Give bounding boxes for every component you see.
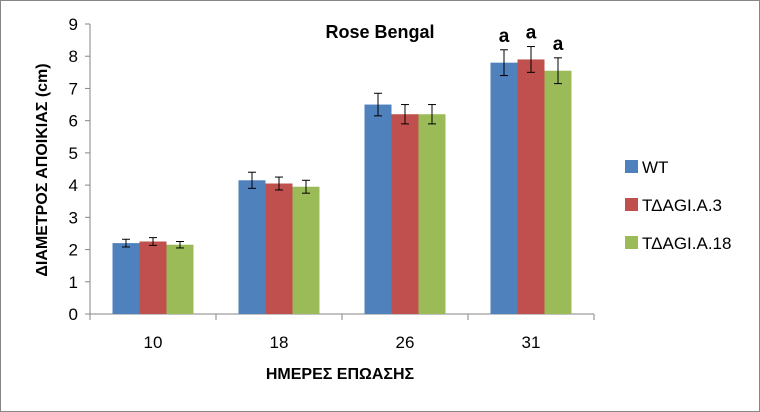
bar [166, 244, 194, 314]
bar [544, 70, 572, 314]
y-axis-ticks: 0 1 2 3 4 5 6 7 8 9 [69, 15, 90, 324]
bar-series [112, 59, 572, 314]
chart-legend: WT ΤΔAGI.A.3 ΤΔAGI.A.18 [625, 158, 731, 253]
bar [418, 114, 446, 314]
x-tick-label: 18 [270, 333, 289, 352]
y-tick-label: 1 [69, 273, 78, 292]
legend-swatch [625, 198, 638, 211]
legend-label: ΤΔAGI.A.3 [642, 196, 722, 215]
significance-annotations: a aa [499, 23, 564, 55]
annotation-label: a [499, 26, 510, 47]
bar [490, 62, 518, 314]
chart-title: Rose Bengal [325, 22, 434, 42]
y-tick-label: 0 [69, 305, 78, 324]
y-tick-label: 3 [69, 208, 78, 227]
error-bars [122, 46, 562, 249]
y-tick-label: 7 [69, 79, 78, 98]
legend-label: ΤΔAGI.A.18 [642, 234, 731, 253]
y-tick-label: 4 [69, 176, 78, 195]
y-tick-label: 6 [69, 112, 78, 131]
bar [265, 183, 293, 314]
bar [292, 186, 320, 314]
y-tick-label: 8 [69, 47, 78, 66]
bar [139, 241, 167, 314]
bar [364, 104, 392, 314]
bar [238, 180, 266, 314]
x-tick-label: 26 [396, 333, 415, 352]
y-tick-label: 2 [69, 241, 78, 260]
y-axis-title: ΔΙΑΜΕΤΡΟΣ ΑΠΟΙΚΙΑΣ (cm) [34, 63, 51, 276]
x-axis-ticks: 10 18 26 31 [89, 314, 595, 352]
legend-label: WT [642, 158, 668, 177]
x-tick-label: 10 [144, 333, 163, 352]
bar [112, 243, 140, 314]
legend-swatch [625, 160, 638, 173]
y-tick-label: 5 [69, 144, 78, 163]
x-tick-label: 31 [522, 333, 541, 352]
legend-swatch [625, 236, 638, 249]
x-axis-title: ΗΜΕΡΕΣ ΕΠΩΑΣΗΣ [266, 366, 415, 383]
bar [517, 59, 545, 314]
annotation-label: a [553, 34, 564, 55]
y-tick-label: 9 [69, 15, 78, 34]
bar [391, 114, 419, 314]
annotation-label: a [526, 23, 537, 44]
